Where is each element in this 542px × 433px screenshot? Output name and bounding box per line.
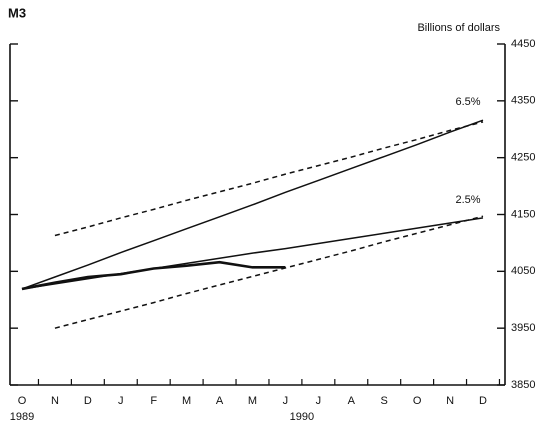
series-line [21,260,286,291]
x-tick-label: J [118,395,124,407]
series-label: 6.5% [455,96,480,108]
chart-title: M3 [8,5,26,20]
y-tick-label: 4150 [511,208,535,220]
x-tick-label: F [150,395,157,407]
x-tick-label: O [413,395,422,407]
year-label: 1989 [10,411,34,423]
y-tick-label: 4050 [511,265,535,277]
x-tick-label: A [348,395,356,407]
x-tick-label: J [316,395,322,407]
x-tick-label: D [84,395,92,407]
y-tick-label: 4350 [511,95,535,107]
x-tick-label: D [479,395,487,407]
series-line [54,121,484,237]
x-tick-label: O [18,395,27,407]
series-line [21,217,484,290]
x-tick-label: J [283,395,289,407]
x-tick-label: M [182,395,191,407]
x-tick-label: M [248,395,257,407]
y-tick-label: 3950 [511,322,535,334]
x-tick-label: N [51,395,59,407]
x-tick-label: A [216,395,224,407]
x-tick-label: S [381,395,388,407]
year-label: 1990 [290,411,314,423]
series-line [21,119,484,290]
y-axis-label: Billions of dollars [417,22,500,34]
series-label: 2.5% [455,194,480,206]
y-tick-label: 3850 [511,379,535,391]
y-tick-label: 4450 [511,38,535,50]
series-line [54,215,484,329]
x-tick-label: N [446,395,454,407]
y-tick-label: 4250 [511,152,535,164]
